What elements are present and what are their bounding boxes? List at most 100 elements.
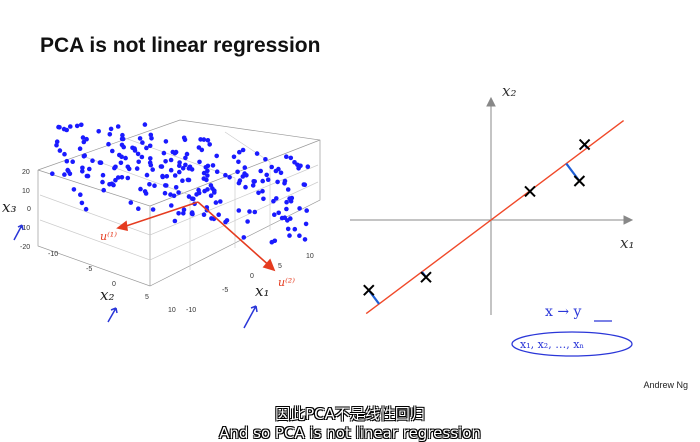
subtitle-chinese: 因此PCA不是线性回归 bbox=[0, 403, 700, 424]
scatter-point bbox=[235, 170, 240, 175]
axis-label-x2: x₂ bbox=[502, 82, 516, 100]
data-point-x-marker bbox=[574, 176, 584, 186]
x-tick-label: 0 bbox=[250, 273, 254, 280]
scatter-point bbox=[64, 128, 69, 133]
scatter-point bbox=[140, 140, 145, 145]
scatter-point bbox=[293, 227, 298, 232]
scatter-point bbox=[163, 183, 168, 188]
scatter-point bbox=[202, 212, 207, 217]
scatter-point bbox=[113, 178, 118, 183]
scatter-point bbox=[117, 153, 122, 158]
scatter-point bbox=[260, 179, 265, 184]
x-tick-label: -5 bbox=[222, 287, 228, 294]
scatter-point bbox=[197, 145, 202, 150]
scatter-point bbox=[84, 207, 89, 212]
scatter-point bbox=[207, 142, 212, 147]
scatter-point bbox=[111, 183, 116, 188]
scatter-point bbox=[253, 210, 258, 215]
scatter-point bbox=[284, 207, 289, 212]
scatter-point bbox=[303, 237, 308, 242]
scatter-point bbox=[98, 160, 103, 165]
scatter-point bbox=[237, 181, 242, 186]
scatter-point bbox=[143, 122, 148, 127]
fit-layer bbox=[366, 121, 623, 314]
scatter-point bbox=[148, 156, 153, 161]
axis-label-x1: x₁ bbox=[255, 282, 269, 300]
scatter-point bbox=[225, 218, 230, 223]
scatter-point bbox=[101, 188, 106, 193]
data-point-x-marker bbox=[525, 186, 535, 196]
scatter-point bbox=[212, 190, 217, 195]
x2-axis-arrow-icon bbox=[487, 98, 495, 106]
scatter-point bbox=[255, 151, 260, 156]
scatter-point bbox=[214, 200, 219, 205]
scatter-point bbox=[78, 192, 83, 197]
scatter-point bbox=[50, 171, 55, 176]
scatter-point bbox=[242, 171, 247, 176]
scatter-point bbox=[129, 200, 134, 205]
scatter-point bbox=[106, 142, 111, 147]
scatter-point bbox=[275, 180, 280, 185]
scatter-point bbox=[108, 132, 113, 137]
scatter-point bbox=[58, 148, 63, 153]
scatter-point bbox=[101, 173, 106, 178]
scatter-point bbox=[87, 167, 92, 172]
scatter-point bbox=[180, 178, 185, 183]
scatter-point bbox=[269, 165, 274, 170]
u1-arrowhead bbox=[118, 222, 127, 230]
scatter-point bbox=[132, 146, 137, 151]
scatter-point bbox=[148, 160, 153, 165]
scatter-point bbox=[214, 154, 219, 159]
scatter-point bbox=[273, 239, 278, 244]
scatter-point bbox=[286, 187, 291, 192]
scatter-point bbox=[145, 173, 150, 178]
scatter-point bbox=[82, 140, 87, 145]
scatter-point bbox=[90, 158, 95, 163]
x-tick-label: 10 bbox=[306, 253, 314, 260]
scatter-point bbox=[288, 216, 293, 221]
axis-label-x2: x₂ bbox=[100, 286, 114, 304]
scatter-point bbox=[247, 209, 252, 214]
scatter-point bbox=[227, 175, 232, 180]
scatter-point bbox=[223, 173, 228, 178]
scatter-point bbox=[190, 167, 195, 172]
scatter-point bbox=[121, 145, 126, 150]
scatter-point bbox=[283, 215, 288, 220]
u2-label: u⁽²⁾ bbox=[278, 276, 295, 289]
scatter-point bbox=[82, 153, 87, 158]
scatter-point bbox=[70, 159, 75, 164]
scatter-point bbox=[279, 171, 284, 176]
scatter-point bbox=[174, 185, 179, 190]
scatter-point bbox=[79, 123, 84, 128]
scatter-point bbox=[68, 172, 73, 177]
z-tick-label: -20 bbox=[20, 244, 30, 251]
scatter-point bbox=[72, 187, 77, 192]
scatter-point bbox=[186, 178, 191, 183]
marker-layer bbox=[364, 140, 590, 296]
scatter-point bbox=[163, 159, 168, 164]
scatter-point bbox=[136, 160, 141, 165]
scatter-point bbox=[120, 137, 125, 142]
scatter-point bbox=[147, 182, 152, 187]
scatter-point bbox=[160, 174, 165, 179]
scatter-point bbox=[264, 173, 269, 178]
scatter-point bbox=[140, 155, 145, 160]
scatter-point bbox=[198, 137, 203, 142]
u1-vector-line bbox=[120, 202, 198, 228]
x-tick-label: 5 bbox=[278, 263, 282, 270]
scatter-point bbox=[80, 166, 85, 171]
scatter-point bbox=[242, 235, 247, 240]
scatter-point bbox=[286, 227, 291, 232]
scatter-point bbox=[204, 178, 209, 183]
scatter-point bbox=[185, 152, 190, 157]
scatter-point bbox=[164, 139, 169, 144]
scatter-point bbox=[168, 192, 173, 197]
scatter-point bbox=[110, 149, 115, 154]
scatter-point bbox=[237, 208, 242, 213]
scatter-point bbox=[190, 196, 195, 201]
scatter-point bbox=[62, 172, 67, 177]
scatter-point bbox=[284, 200, 289, 205]
scatter-point bbox=[183, 163, 188, 168]
scatter-point bbox=[126, 165, 131, 170]
scatter-point bbox=[65, 159, 70, 164]
